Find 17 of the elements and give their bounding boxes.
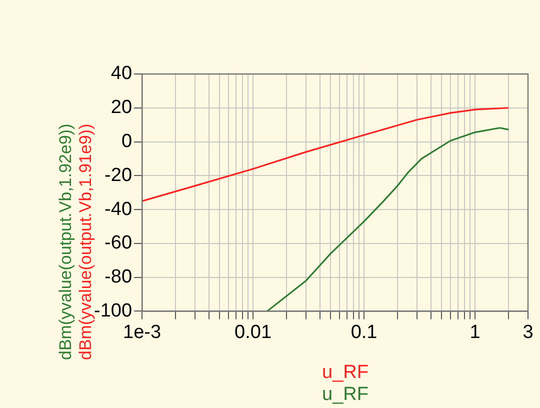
- y-tick-label: -40: [104, 198, 132, 220]
- x-tick-label: 0.01: [234, 322, 272, 343]
- x-axis-title: u_RF: [322, 362, 368, 384]
- x-tick-label: 1e-3: [123, 322, 162, 343]
- y-tick-label: 40: [110, 63, 132, 84]
- y-tick-label: -20: [104, 164, 132, 186]
- x-tick-label: 3: [522, 322, 534, 343]
- x-tick-label: 1: [470, 322, 480, 343]
- y-tick-label: 20: [110, 97, 132, 118]
- y-tick-label: -80: [104, 266, 132, 288]
- x-tick-label: 0.1: [350, 322, 378, 343]
- text: u_RF: [322, 384, 368, 405]
- y-tick-label: 0: [121, 131, 132, 152]
- y-tick-label: -100: [94, 300, 132, 322]
- text: dBm(yvalue(output.Vb,1.91e9)): [76, 124, 95, 360]
- y-tick-label: -60: [104, 232, 132, 254]
- text: dBm(yvalue(output.Vb,1.92e9)): [56, 124, 76, 360]
